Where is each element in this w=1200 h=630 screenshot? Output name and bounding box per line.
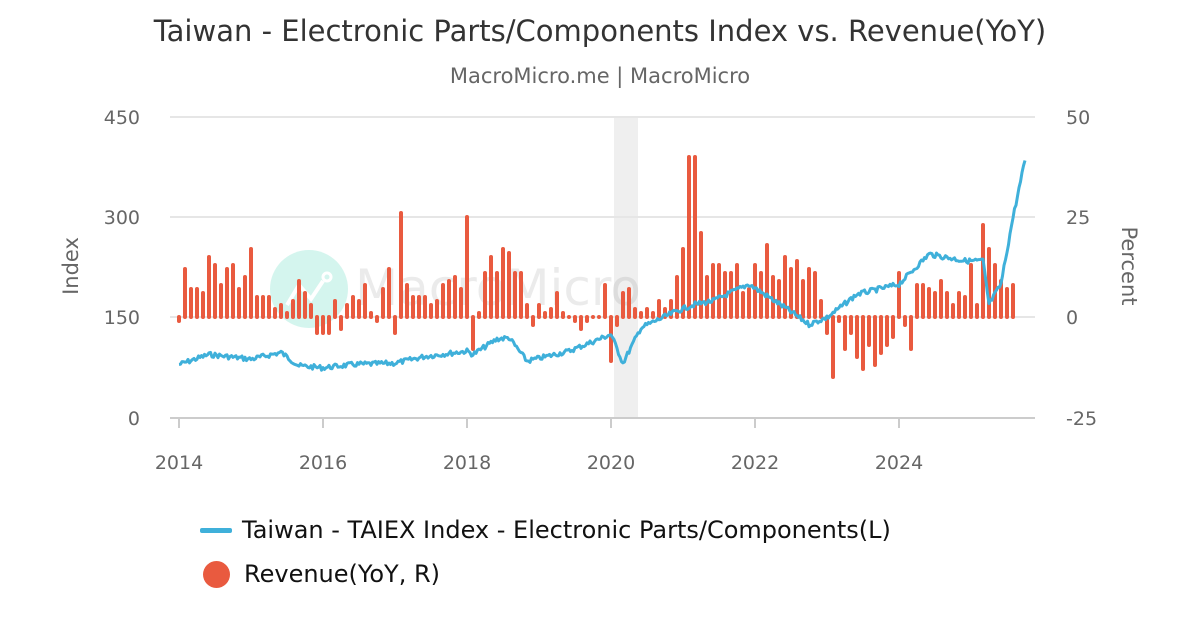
legend-label-index: Taiwan - TAIEX Index - Electronic Parts/… [242,516,891,544]
svg-text:150: 150 [104,307,140,329]
legend-label-revenue: Revenue(YoY, R) [244,560,440,588]
svg-text:25: 25 [1066,207,1090,229]
svg-text:300: 300 [104,207,140,229]
line-marker-icon [200,527,232,533]
legend-item-index[interactable]: Taiwan - TAIEX Index - Electronic Parts/… [200,508,891,552]
axes: 0 150 300 450 -25 0 25 50 2014 2016 2018 2020 2022 20… [59,107,1141,474]
svg-text:Index: Index [59,237,83,295]
svg-text:2020: 2020 [587,452,635,474]
svg-text:2022: 2022 [731,452,779,474]
svg-text:-25: -25 [1066,408,1097,430]
svg-text:Percent: Percent [1117,226,1141,305]
chart-title: Taiwan - Electronic Parts/Components Ind… [153,14,1047,48]
svg-text:2024: 2024 [875,452,923,474]
chart-plot: MacroMicro 0150300450-250255020142016201… [59,107,1141,474]
svg-text:2014: 2014 [155,452,203,474]
svg-text:0: 0 [1066,307,1078,329]
svg-text:450: 450 [104,107,140,129]
recession-band [614,117,638,418]
legend: Taiwan - TAIEX Index - Electronic Parts/… [200,508,891,596]
circle-marker-icon [203,560,230,588]
svg-text:50: 50 [1066,107,1090,129]
chart-subtitle: MacroMicro.me | MacroMicro [449,64,751,88]
svg-text:2018: 2018 [443,452,491,474]
svg-text:2016: 2016 [299,452,347,474]
legend-item-revenue[interactable]: Revenue(YoY, R) [200,552,891,596]
svg-text:0: 0 [128,408,140,430]
index-line [178,160,1027,372]
